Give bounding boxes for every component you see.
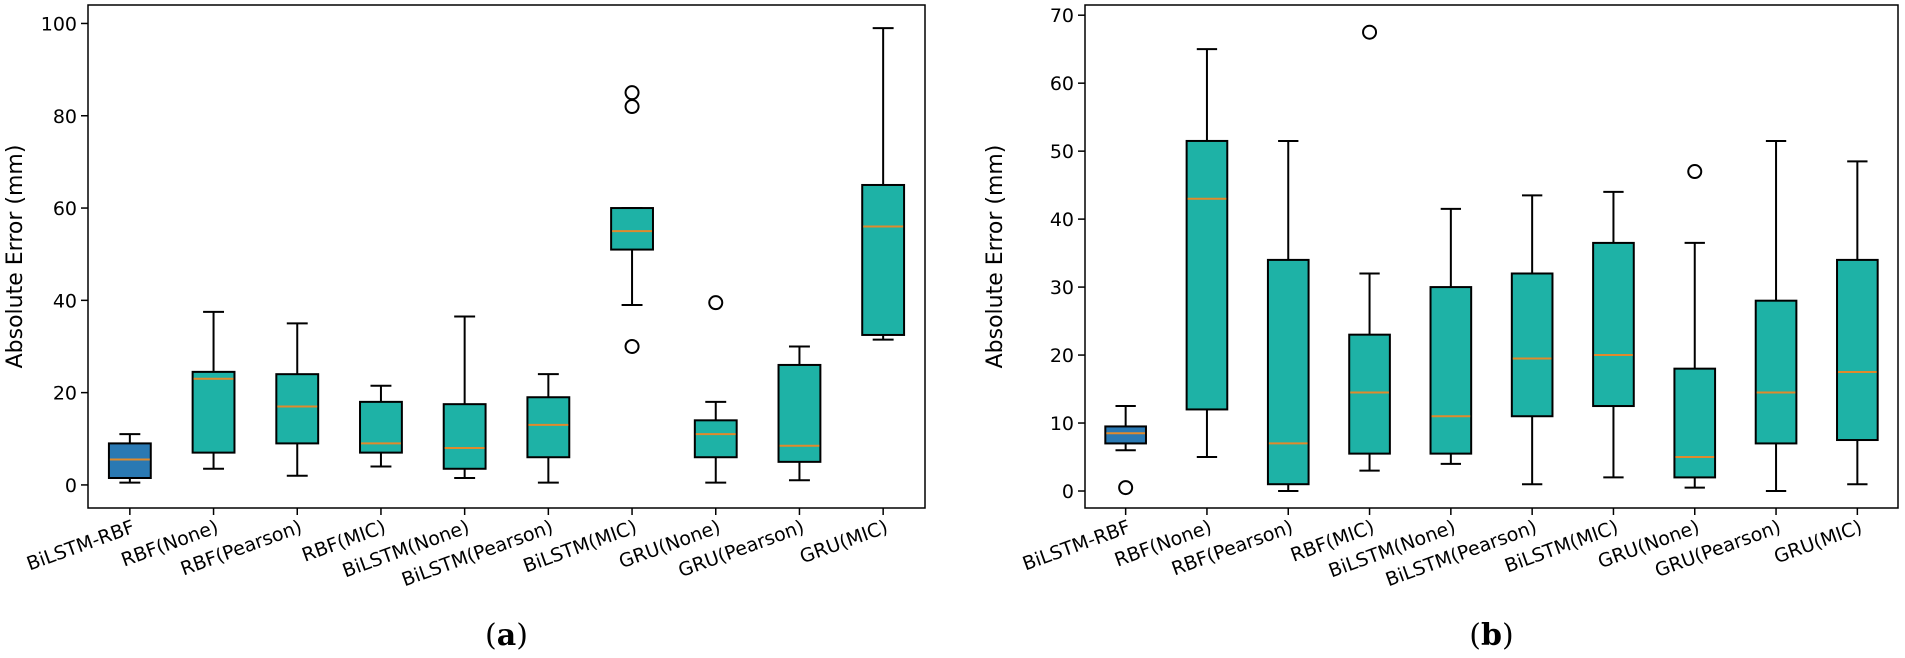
outlier-point [1118, 480, 1134, 496]
x-tick-label: GRU(MIC) [1771, 516, 1865, 568]
box-rbf-pearson [1266, 139, 1310, 493]
x-tick-label: GRU(MIC) [797, 516, 891, 568]
box-bilstm-pearson [526, 373, 571, 484]
y-tick-label: 40 [1050, 209, 1074, 231]
x-tick-label: BiLSTM-RBF [24, 516, 138, 575]
outlier-point [624, 338, 640, 354]
panel-a-chart: 0 20 40 60 80 100 Absolute Error (mm) BiLSTM-RB… [3, 4, 926, 653]
y-tick-label: 50 [1050, 141, 1074, 163]
iqr-box [1185, 139, 1229, 411]
box-gru-mic [861, 27, 906, 341]
iqr-box [1429, 286, 1473, 455]
y-tick-label: 80 [53, 106, 77, 128]
iqr-box [275, 373, 320, 445]
outlier-point [708, 295, 724, 311]
y-axis-label: Absolute Error (mm) [983, 145, 1008, 369]
box-gru-pearson [1754, 139, 1798, 493]
box-rbf-mic [359, 384, 403, 468]
box-bilstm-mic [1592, 190, 1635, 479]
box-bilstm-none [1429, 207, 1473, 465]
y-tick-label: 60 [53, 198, 77, 220]
panel-label: (b) [1469, 618, 1513, 653]
iqr-box [1673, 367, 1717, 479]
y-tick-label: 40 [53, 290, 77, 312]
iqr-box [1510, 272, 1554, 418]
box-rbf-mic [1348, 24, 1391, 472]
box-bilstm-pearson [1510, 194, 1554, 486]
box-bilstm-none [442, 315, 487, 480]
box-gru-mic [1836, 160, 1879, 486]
iqr-box [1592, 241, 1635, 408]
iqr-box [610, 207, 654, 251]
box-bilstm-rbf [1104, 405, 1147, 496]
iqr-box [693, 419, 738, 459]
box-bilstm-mic [610, 85, 654, 354]
outlier-point [624, 99, 640, 115]
iqr-box [861, 183, 906, 336]
y-tick-label: 70 [1050, 5, 1074, 27]
outlier-point [1687, 164, 1703, 180]
plot-frame [1084, 4, 1899, 509]
y-tick-label: 20 [1050, 345, 1074, 367]
box-rbf-none [1185, 48, 1229, 459]
y-tick-label: 20 [53, 383, 77, 405]
iqr-box [107, 442, 152, 480]
iqr-box [359, 400, 403, 454]
box-gru-none [1673, 164, 1717, 489]
panel-label: (a) [485, 618, 528, 653]
box-rbf-pearson [275, 322, 320, 477]
y-tick-label: 10 [1050, 413, 1074, 435]
iqr-box [442, 403, 487, 470]
iqr-box [1348, 333, 1391, 455]
panel-b-chart: 0 10 20 30 40 50 60 70 Absolute Error (mm) BiLSTM… [983, 4, 1899, 653]
y-axis-label: Absolute Error (mm) [3, 145, 28, 369]
y-tick-label: 30 [1050, 277, 1074, 299]
iqr-box [526, 396, 571, 459]
box-bilstm-rbf [107, 433, 152, 484]
iqr-box [1836, 258, 1879, 442]
outlier-point [1362, 24, 1378, 40]
outlier-point [624, 85, 640, 101]
iqr-box [1754, 299, 1798, 445]
y-tick-label: 0 [65, 475, 77, 497]
iqr-box [777, 363, 822, 463]
iqr-box [1104, 425, 1147, 445]
box-rbf-none [191, 310, 236, 470]
x-tick-label: BiLSTM-RBF [1020, 516, 1134, 575]
iqr-box [1266, 258, 1310, 486]
box-gru-pearson [777, 345, 822, 482]
y-tick-label: 100 [41, 13, 77, 35]
iqr-box [191, 370, 236, 454]
plot-frame [87, 4, 926, 509]
box-gru-none [693, 295, 738, 484]
y-tick-label: 0 [1062, 481, 1074, 503]
y-tick-label: 60 [1050, 73, 1074, 95]
